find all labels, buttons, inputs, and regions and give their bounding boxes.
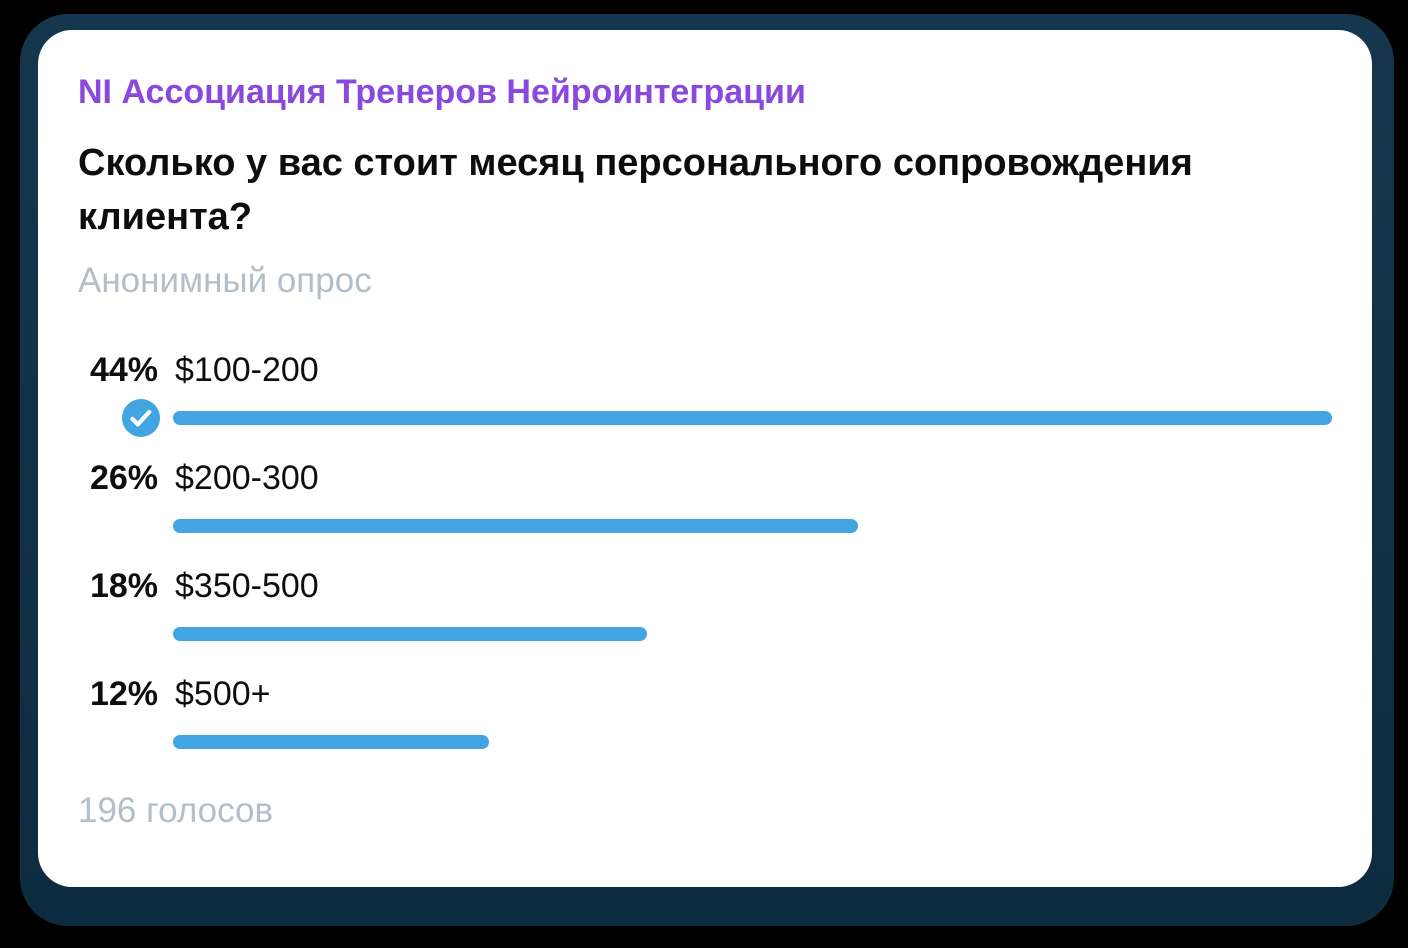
option-percent: 12% <box>89 674 158 713</box>
poll-type-label: Анонимный опрос <box>78 260 372 300</box>
option-result-bar <box>173 734 490 749</box>
poll-option[interactable]: 26% $200-300 <box>78 459 1332 533</box>
option-percent: 26% <box>89 458 158 497</box>
poll-question: Сколько у вас стоит месяц персонального … <box>78 141 1193 238</box>
option-label: $500+ <box>175 674 271 713</box>
poll-option-bar-row <box>78 518 1332 533</box>
option-label: $100-200 <box>175 350 319 389</box>
option-label: $350-500 <box>175 566 319 605</box>
poll-option-bar-row <box>78 734 1332 749</box>
option-bar-track <box>173 734 1332 749</box>
poll-options-list: 44% $100-200 26% $200-300 <box>78 351 1332 749</box>
poll-option-head: 12% $500+ <box>78 675 1332 714</box>
option-bar-track <box>173 410 1332 425</box>
option-percent: 44% <box>89 350 158 389</box>
poll-option[interactable]: 12% $500+ <box>78 675 1332 749</box>
poll-option[interactable]: 18% $350-500 <box>78 567 1332 641</box>
poll-message-card: NI Ассоциация Тренеров Нейроинтеграции С… <box>38 30 1372 887</box>
poll-option-bar-row <box>78 398 1332 437</box>
option-bar-track <box>173 626 1332 641</box>
poll-option-head: 44% $100-200 <box>78 351 1332 390</box>
poll-votes-count: 196 голосов <box>78 790 274 830</box>
option-label: $200-300 <box>175 458 319 497</box>
poll-option[interactable]: 44% $100-200 <box>78 351 1332 437</box>
check-circle-icon <box>122 398 160 437</box>
channel-title[interactable]: NI Ассоциация Тренеров Нейроинтеграции <box>78 73 806 111</box>
poll-option-head: 18% $350-500 <box>78 567 1332 606</box>
poll-option-head: 26% $200-300 <box>78 459 1332 498</box>
option-bar-track <box>173 518 1332 533</box>
option-result-bar <box>173 626 648 641</box>
option-percent: 18% <box>89 566 158 605</box>
option-result-bar <box>173 410 1332 425</box>
poll-option-bar-row <box>78 626 1332 641</box>
option-result-bar <box>173 518 858 533</box>
